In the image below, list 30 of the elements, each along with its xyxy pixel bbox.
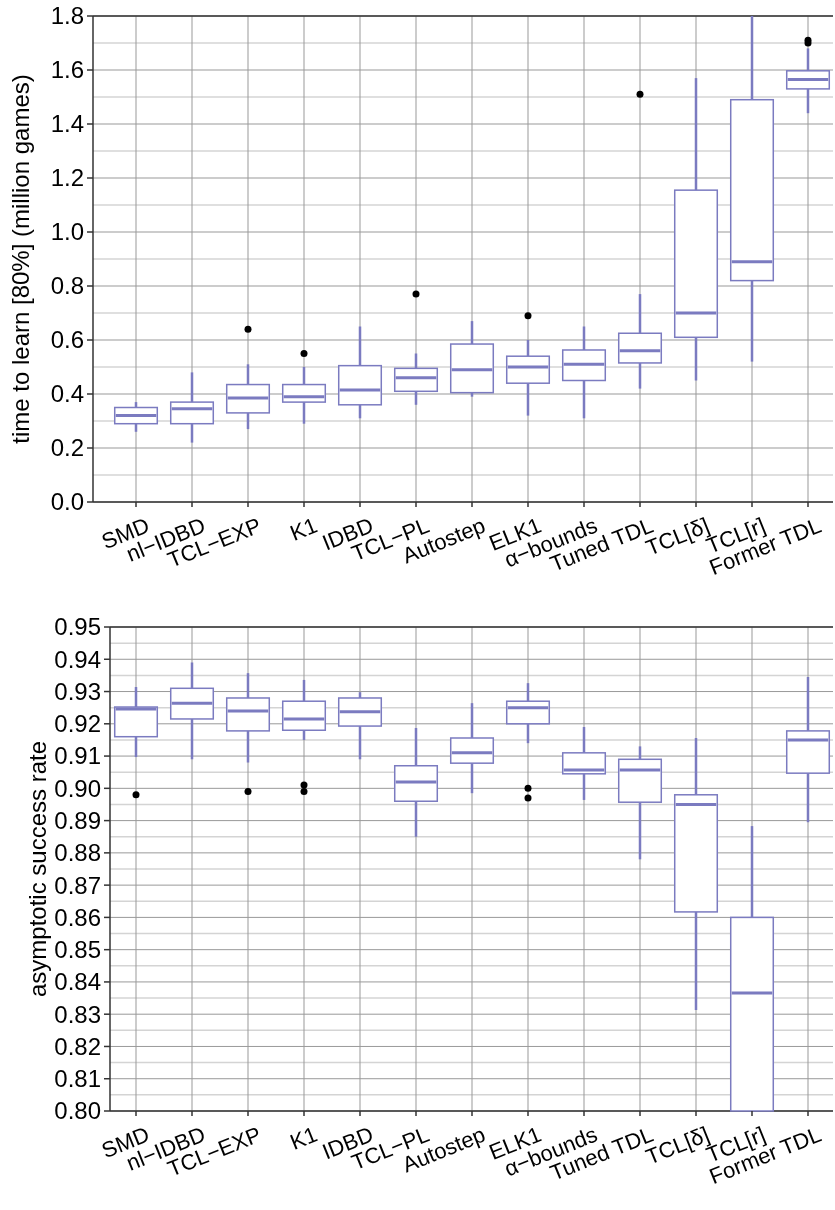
- y-tick-label: 0.81: [54, 1065, 101, 1093]
- x-tick-label: K1: [286, 512, 321, 546]
- y-tick-label: 0.93: [54, 677, 101, 705]
- x-tick-label: K1: [286, 1121, 321, 1155]
- y-tick-label: 1.8: [50, 2, 84, 30]
- y-tick-label: 1.4: [50, 110, 84, 138]
- y-tick-label: 0.8: [50, 272, 84, 300]
- y-tick-label: 0.95: [54, 613, 101, 641]
- y-tick-label: 1.6: [50, 56, 84, 84]
- y-tick-label: 0.82: [54, 1032, 101, 1060]
- y-tick-label: 0.80: [54, 1097, 101, 1125]
- y-tick-label: 1.0: [50, 218, 84, 246]
- y-tick-label: 0.83: [54, 1000, 101, 1028]
- y-tick-label: 0.6: [50, 326, 84, 354]
- y-tick-label: 0.94: [54, 645, 101, 673]
- y-tick-label: 0.89: [54, 807, 101, 834]
- y-tick-label: 0.84: [54, 968, 101, 996]
- y-tick-label: 0.0: [50, 488, 84, 516]
- y-tick-label: 0.85: [54, 936, 101, 964]
- y-tick-label: 0.88: [54, 839, 101, 867]
- y-tick-label: 1.2: [50, 164, 84, 192]
- y-tick-label: 0.2: [50, 434, 84, 462]
- y-axis-title: time to learn [80%] (million games): [7, 74, 34, 444]
- y-tick-label: 0.86: [54, 903, 101, 931]
- y-tick-label: 0.92: [54, 710, 101, 738]
- y-axis-title: asymptotic success rate: [24, 740, 51, 998]
- y-tick-label: 0.87: [54, 871, 101, 899]
- y-tick-label: 0.91: [54, 742, 101, 770]
- y-tick-label: 0.4: [50, 380, 84, 408]
- y-tick-label: 0.90: [54, 774, 101, 802]
